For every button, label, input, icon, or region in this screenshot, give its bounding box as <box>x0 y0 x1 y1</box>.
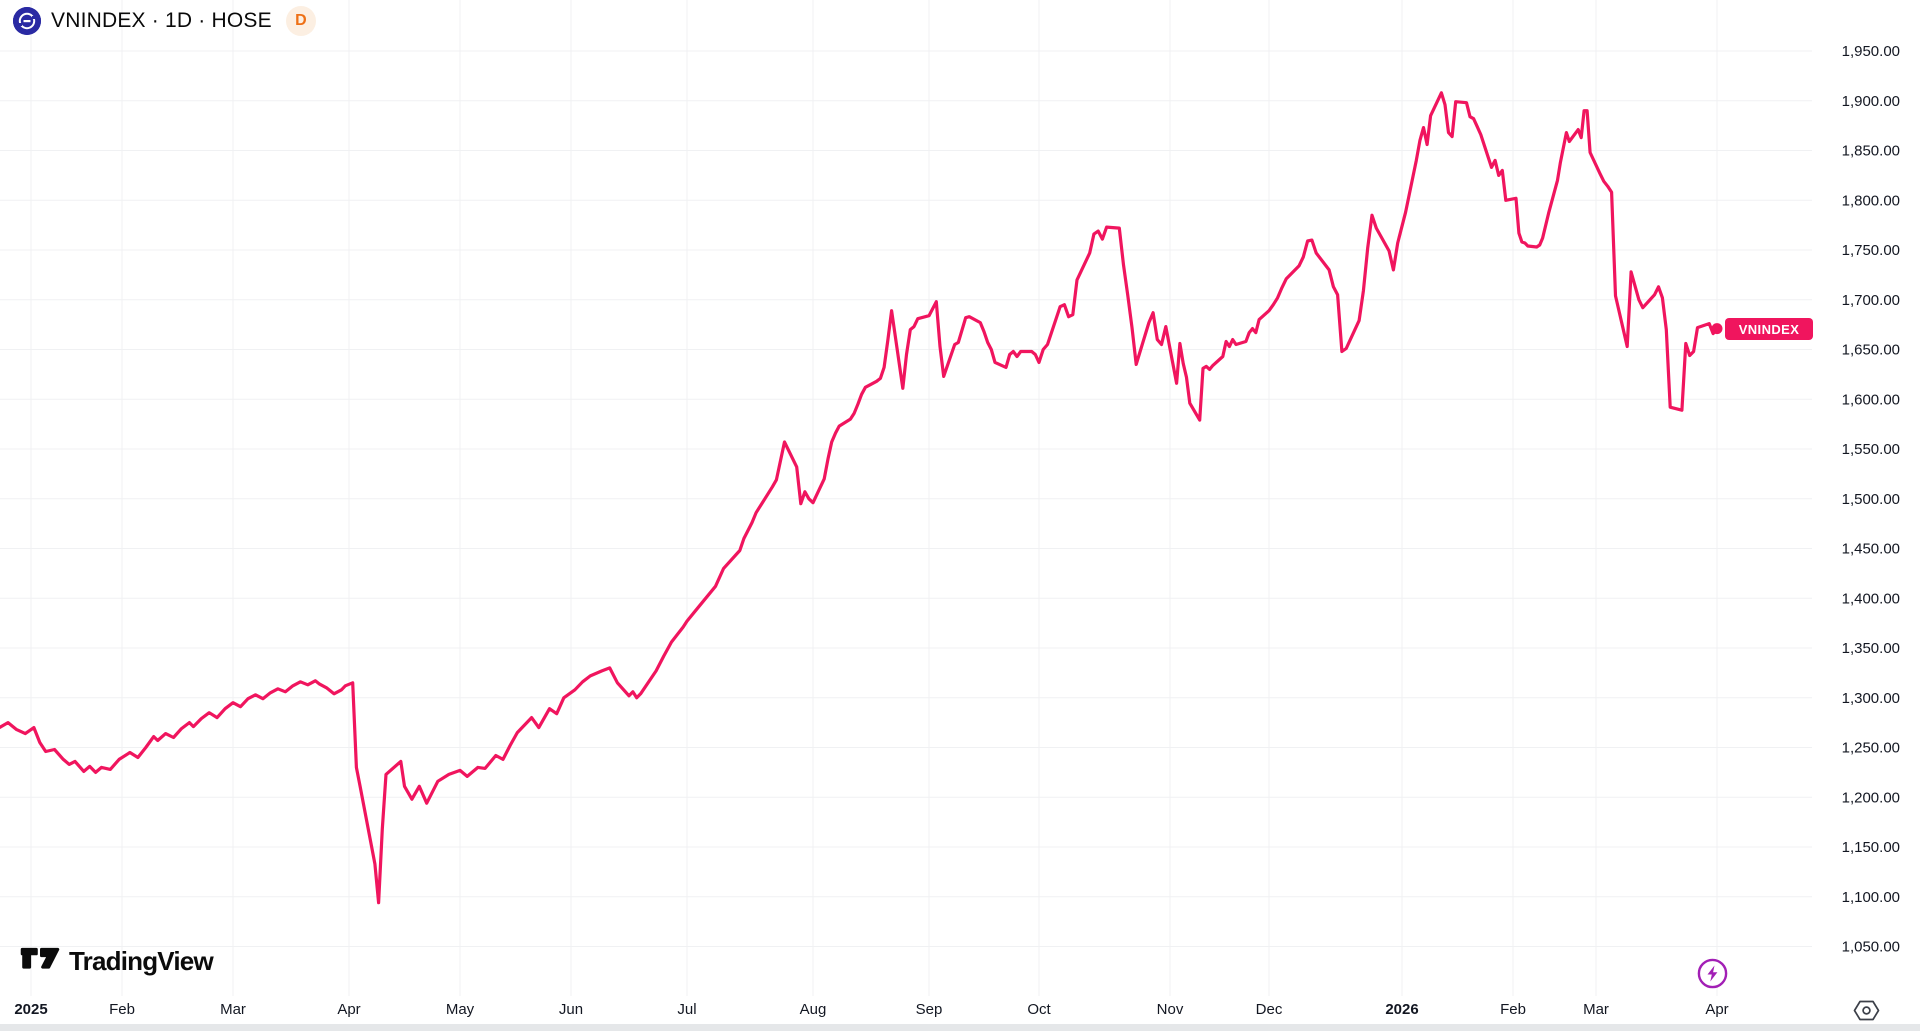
chart-legend: VNINDEX · 1D · HOSE D <box>13 6 316 36</box>
time-tick-label: 2026 <box>1385 1001 1418 1018</box>
time-tick-label: Dec <box>1256 1001 1283 1018</box>
tradingview-logo[interactable]: TradingView <box>20 944 214 979</box>
symbol-logo-icon <box>13 7 41 35</box>
price-tick-label: 1,350.00 <box>1842 640 1900 657</box>
price-tick-label: 1,050.00 <box>1842 939 1900 956</box>
time-tick-label: Mar <box>220 1001 246 1018</box>
symbol-title[interactable]: VNINDEX · 1D · HOSE <box>51 9 272 32</box>
time-tick-label: Feb <box>1500 1001 1526 1018</box>
price-tick-label: 1,950.00 <box>1842 43 1900 60</box>
timeframe-badge[interactable]: D <box>285 6 316 36</box>
price-tick-label: 1,850.00 <box>1842 143 1900 160</box>
price-tick-label: 1,200.00 <box>1842 790 1900 807</box>
price-tick-label: 1,650.00 <box>1842 342 1900 359</box>
time-tick-label: Feb <box>109 1001 135 1018</box>
time-tick-label: 2025 <box>14 1001 47 1018</box>
price-tick-label: 1,800.00 <box>1842 192 1900 209</box>
price-tick-labels: 1,950.00 1,900.00 1,850.00 1,800.00 1,750.00… <box>1842 43 1900 956</box>
time-tick-label: Mar <box>1583 1001 1609 1018</box>
gridlines <box>0 0 1812 996</box>
tradingview-logo-icon <box>20 944 60 979</box>
time-tick-label: Oct <box>1027 1001 1051 1018</box>
time-tick-label: Jul <box>677 1001 696 1018</box>
series-price-label-badge: VNINDEX <box>1725 318 1813 340</box>
window-bottom-edge <box>0 1024 1920 1031</box>
price-tick-label: 1,600.00 <box>1842 391 1900 408</box>
series-line[interactable] <box>0 91 1723 905</box>
price-tick-label: 1,500.00 <box>1842 491 1900 508</box>
time-tick-label: May <box>446 1001 475 1018</box>
price-tick-label: 1,300.00 <box>1842 690 1900 707</box>
price-tick-label: 1,900.00 <box>1842 93 1900 110</box>
price-tick-label: 1,750.00 <box>1842 242 1900 259</box>
price-tick-label: 1,400.00 <box>1842 591 1900 608</box>
time-tick-label: Nov <box>1157 1001 1184 1018</box>
price-tick-label: 1,100.00 <box>1842 889 1900 906</box>
price-tick-label: 1,150.00 <box>1842 839 1900 856</box>
series-end-dot <box>1711 323 1723 335</box>
time-tick-labels: 2025 Feb Mar Apr May Jun Jul Aug Sep Oct Nov Dec 202… <box>14 1001 1728 1018</box>
time-tick-label: Apr <box>1705 1001 1728 1018</box>
price-tick-label: 1,700.00 <box>1842 292 1900 309</box>
time-tick-label: Aug <box>800 1001 827 1018</box>
time-tick-label: Jun <box>559 1001 583 1018</box>
price-tick-label: 1,550.00 <box>1842 441 1900 458</box>
series-price-label-text: VNINDEX <box>1738 321 1800 337</box>
price-tick-label: 1,450.00 <box>1842 541 1900 558</box>
lightning-icon[interactable] <box>1697 958 1728 989</box>
tradingview-logo-text: TradingView <box>69 946 214 976</box>
scale-settings-icon[interactable] <box>1853 1000 1880 1021</box>
price-scale[interactable] <box>1812 0 1920 983</box>
time-tick-label: Sep <box>916 1001 943 1018</box>
time-tick-label: Apr <box>337 1001 360 1018</box>
price-tick-label: 1,250.00 <box>1842 740 1900 757</box>
time-scale[interactable] <box>0 983 1812 1024</box>
